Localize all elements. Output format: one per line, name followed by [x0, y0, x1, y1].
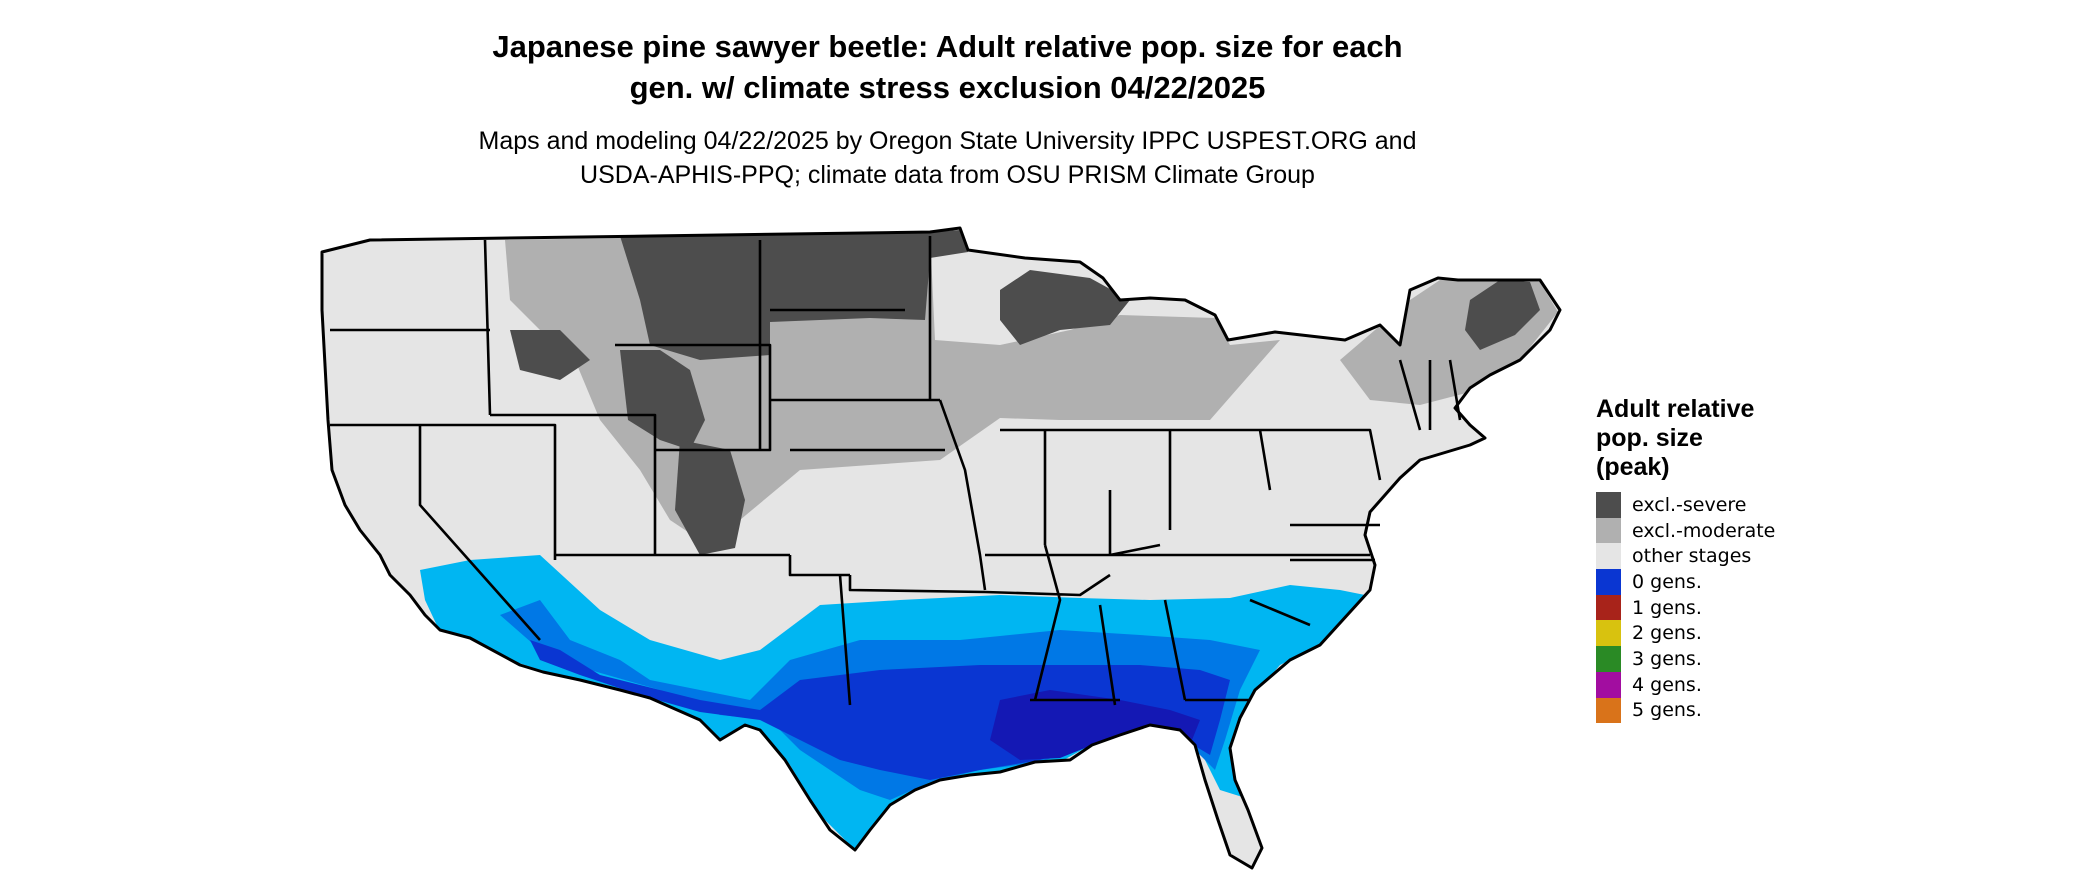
legend-title: Adult relative pop. size (peak) [1596, 395, 1896, 482]
title-line-1: Japanese pine sawyer beetle: Adult relat… [492, 29, 1403, 64]
legend-label: 2 gens. [1632, 622, 1702, 645]
legend-item: 5 gens. [1596, 697, 1896, 724]
legend-title-line-2: pop. size [1596, 424, 1703, 452]
legend-label: 5 gens. [1632, 699, 1702, 722]
legend-item: 3 gens. [1596, 646, 1896, 672]
legend-title-line-1: Adult relative [1596, 395, 1755, 423]
us-map [320, 226, 1562, 870]
legend-item: 4 gens. [1596, 671, 1896, 698]
map-title: Japanese pine sawyer beetle: Adult relat… [0, 26, 1895, 108]
legend: Adult relative pop. size (peak) excl.-se… [1596, 395, 1896, 724]
legend-swatch [1596, 620, 1621, 647]
legend-item: 0 gens. [1596, 569, 1896, 595]
region-excl-severe-colorado [675, 440, 745, 555]
legend-label: 0 gens. [1632, 570, 1702, 593]
us-borders [320, 226, 1562, 870]
region-gens-deep-blue [990, 690, 1200, 760]
region-excl-severe-rockies [620, 350, 705, 450]
state-borders [330, 236, 1462, 706]
legend-item: excl.-moderate [1596, 517, 1896, 544]
subtitle-line-2: USDA-APHIS-PPQ; climate data from OSU PR… [580, 161, 1315, 189]
legend-title-line-3: (peak) [1596, 453, 1670, 481]
legend-swatch [1596, 697, 1621, 724]
legend-item: excl.-severe [1596, 492, 1896, 518]
legend-label: excl.-severe [1632, 493, 1747, 516]
legend-swatch [1596, 569, 1621, 595]
legend-label: 1 gens. [1632, 596, 1702, 619]
legend-item: 1 gens. [1596, 594, 1896, 621]
legend-swatch [1596, 517, 1621, 544]
title-line-2: gen. w/ climate stress exclusion 04/22/2… [629, 70, 1266, 105]
legend-label: other stages [1632, 545, 1752, 568]
legend-item: 2 gens. [1596, 620, 1896, 647]
legend-swatch [1596, 594, 1621, 621]
legend-label: 3 gens. [1632, 647, 1702, 670]
legend-item: other stages [1596, 543, 1896, 570]
region-excl-severe-maine [1465, 280, 1540, 350]
legend-swatch [1596, 543, 1621, 570]
legend-label: 4 gens. [1632, 673, 1702, 696]
region-excl-severe-northwoods [1000, 270, 1130, 345]
legend-items: excl.-severe excl.-moderate other stages 0 … [1596, 492, 1896, 724]
region-excl-severe-idaho [510, 330, 590, 380]
legend-swatch [1596, 671, 1621, 698]
subtitle-line-1: Maps and modeling 04/22/2025 by Oregon S… [478, 127, 1417, 155]
map-subtitle: Maps and modeling 04/22/2025 by Oregon S… [0, 124, 1895, 192]
legend-swatch [1596, 492, 1621, 518]
legend-label: excl.-moderate [1632, 519, 1776, 542]
region-excl-severe-dakotas [620, 230, 968, 360]
legend-swatch [1596, 646, 1621, 672]
